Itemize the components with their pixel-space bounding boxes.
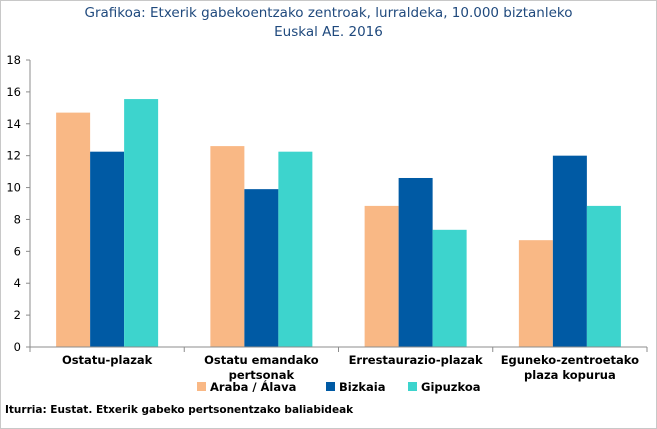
bar-araba-lava-2 [364,205,399,347]
y-tick-label-6: 6 [14,244,21,258]
legend-label-araba-lava: Araba / Álava [210,379,296,394]
bar-araba-lava-1 [210,146,245,347]
legend-swatch-bizkaia [326,382,335,391]
chart-title: Grafikoa: Etxerik gabekoentzako zentroak… [0,4,657,42]
category-label-3-line-0: Eguneko-zentroetako [501,353,639,367]
bar-bizkaia-0 [90,151,125,347]
bar-araba-lava-3 [518,240,553,347]
chart-title-line-2: Euskal AE. 2016 [274,24,383,40]
y-tick-label-12: 12 [6,149,21,163]
bar-bizkaia-3 [552,155,587,347]
legend-label-bizkaia: Bizkaia [339,380,386,394]
y-tick-label-14: 14 [6,117,21,131]
y-tick-label-0: 0 [14,340,21,354]
bar-gipuzkoa-0 [124,99,159,347]
y-tick-label-8: 8 [14,212,21,226]
y-tick-label-10: 10 [6,181,21,195]
y-tick-label-16: 16 [6,85,21,99]
legend-label-gipuzkoa: Gipuzkoa [421,380,481,394]
bar-gipuzkoa-1 [278,151,313,347]
y-tick-label-2: 2 [14,308,21,322]
bar-gipuzkoa-3 [586,205,621,347]
y-tick-label-4: 4 [14,276,21,290]
legend-swatch-gipuzkoa [408,382,417,391]
bar-bizkaia-2 [398,177,433,347]
legend-swatch-araba-lava [197,382,206,391]
bar-araba-lava-0 [56,112,91,347]
bar-gipuzkoa-2 [432,229,467,347]
y-tick-label-18: 18 [6,53,21,67]
category-label-0-line-0: Ostatu-plazak [62,353,153,367]
category-label-1-line-0: Ostatu emandako [204,353,319,367]
category-label-3-line-1: plaza kopurua [524,368,616,382]
category-label-2-line-0: Errestaurazio-plazak [349,353,483,367]
chart-title-line-1: Grafikoa: Etxerik gabekoentzako zentroak… [84,5,573,21]
category-label-1-line-1: pertsonak [229,368,295,382]
bar-bizkaia-1 [244,189,279,347]
source-note: Iturria: Eustat. Etxerik gabeko pertsone… [5,404,354,416]
